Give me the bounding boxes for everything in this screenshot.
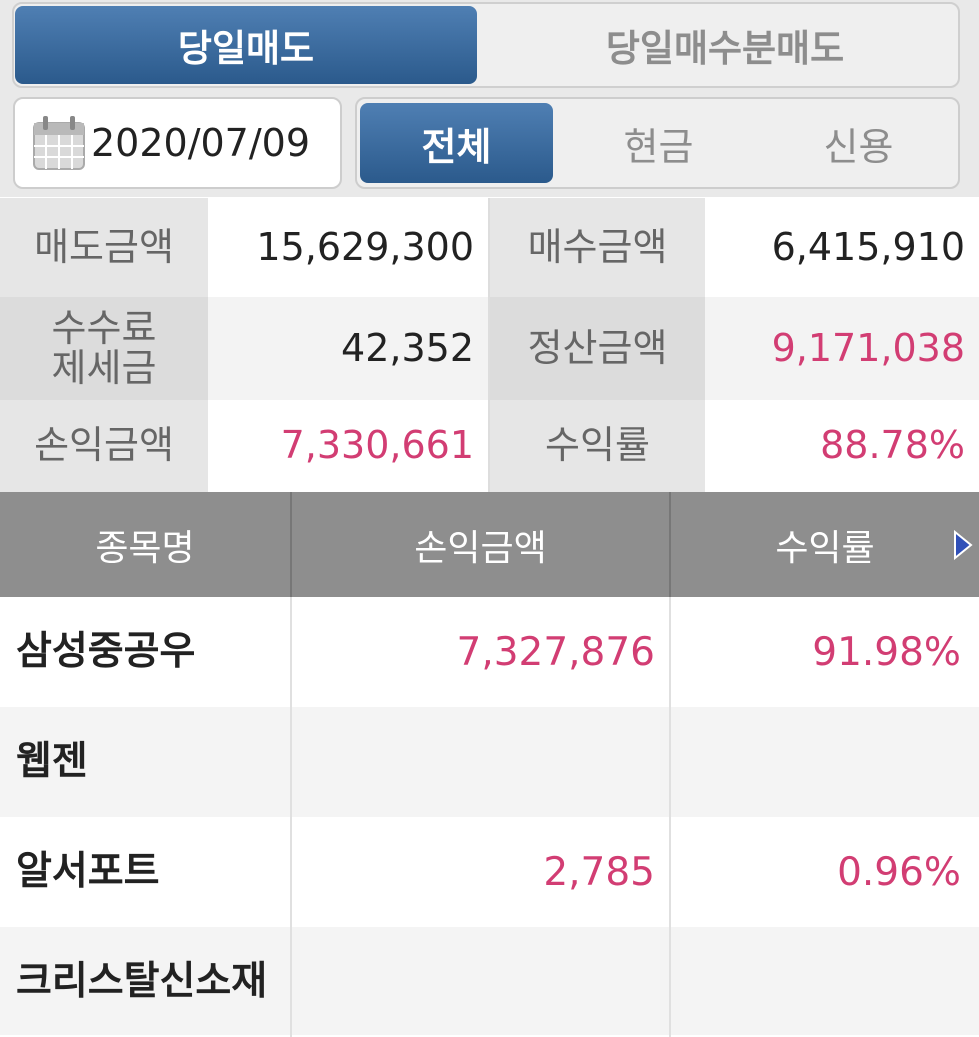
date-picker[interactable]: 2020/07/09 — [13, 97, 342, 189]
summary-row: 매도금액 15,629,300 매수금액 6,415,910 — [0, 198, 979, 297]
stock-name: 웹젠 — [0, 707, 292, 817]
table-row: 알서포트 2,785 0.96% — [0, 817, 979, 927]
summary-label: 매도금액 — [0, 198, 208, 297]
summary-value: 9,171,038 — [705, 297, 979, 400]
column-header: 종목명 — [0, 492, 292, 597]
summary-value: 15,629,300 — [208, 198, 490, 297]
scroll-arrow[interactable] — [953, 530, 973, 560]
rate — [671, 707, 979, 817]
filter[interactable]: 전체 — [360, 103, 553, 183]
summary-label: 수수료 제세금 — [0, 297, 208, 400]
filter[interactable]: 신용 — [823, 124, 894, 169]
summary-value: 6,415,910 — [705, 198, 979, 297]
rate: 0.96% — [837, 849, 961, 895]
column-header: 수익률 — [671, 492, 979, 597]
stock-name: 삼성중공우 — [0, 597, 292, 707]
summary-label: 손익금액 — [0, 400, 208, 492]
profit: 2,785 — [292, 817, 671, 927]
calendar-icon — [33, 116, 85, 170]
summary-value: 7,330,661 — [208, 400, 490, 492]
column-header: 손익금액 — [292, 492, 671, 597]
stock-name: 크리스탈신소재 — [0, 927, 292, 1037]
summary-row: 손익금액 7,330,661 수익률 88.78% — [0, 400, 979, 492]
table-header: 종목명 손익금액 수익률 — [0, 492, 979, 597]
table-row: 크리스탈신소재 — [0, 927, 979, 1037]
rate — [671, 927, 979, 1037]
tab[interactable]: 당일매도 — [15, 6, 477, 84]
column-header-text: 수익률 — [775, 527, 875, 569]
filter-bar: 전체 현금 신용 — [355, 97, 960, 189]
summary-value: 42,352 — [208, 297, 490, 400]
profit — [292, 707, 671, 817]
summary-label: 매수금액 — [490, 198, 705, 297]
filter[interactable]: 현금 — [623, 124, 694, 169]
profit: 7,327,876 — [292, 597, 671, 707]
table-row: 웹젠 — [0, 707, 979, 817]
table-row: 삼성중공우 7,327,876 91.98% — [0, 597, 979, 707]
date-text: 2020/07/09 — [91, 121, 311, 165]
summary-row: 수수료 제세금 42,352 정산금액 9,171,038 — [0, 297, 979, 400]
summary-label: 정산금액 — [490, 297, 705, 400]
rate: 91.98% — [812, 629, 961, 675]
tab-bar: 당일매도 당일매수분매도 — [12, 2, 960, 88]
profit — [292, 927, 671, 1037]
summary-value: 88.78% — [705, 400, 979, 492]
summary-label: 수익률 — [490, 400, 705, 492]
stock-name: 알서포트 — [0, 817, 292, 927]
tab[interactable]: 당일매수분매도 — [605, 27, 845, 70]
